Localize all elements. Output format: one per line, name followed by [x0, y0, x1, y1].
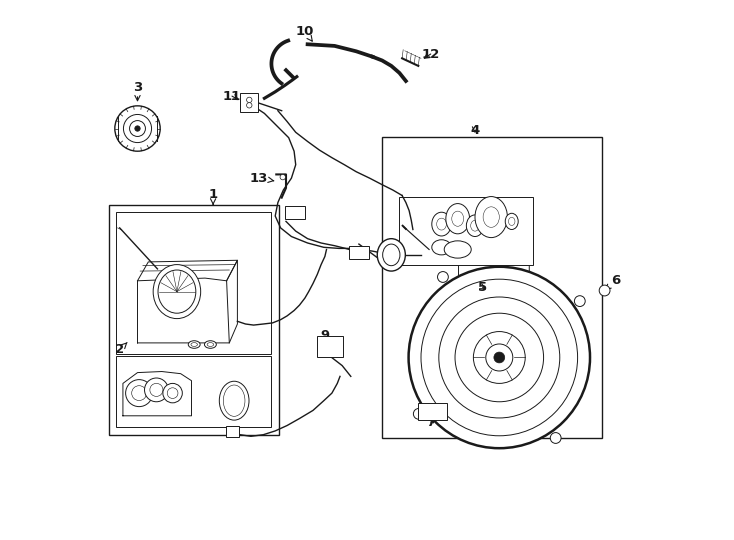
Text: 9: 9: [320, 329, 330, 345]
Circle shape: [575, 296, 585, 307]
Circle shape: [550, 433, 561, 443]
Bar: [382, 137, 603, 438]
Circle shape: [247, 103, 252, 108]
Text: 6: 6: [606, 274, 620, 290]
Circle shape: [437, 272, 448, 282]
Ellipse shape: [205, 341, 217, 348]
Ellipse shape: [219, 381, 249, 420]
Polygon shape: [123, 372, 192, 416]
Text: 1: 1: [208, 188, 218, 204]
Ellipse shape: [466, 215, 484, 237]
Bar: [116, 356, 272, 427]
Ellipse shape: [158, 270, 196, 313]
Ellipse shape: [452, 211, 464, 226]
Text: 2: 2: [115, 342, 127, 356]
Ellipse shape: [432, 240, 451, 255]
Ellipse shape: [475, 197, 507, 238]
Text: 13: 13: [250, 172, 274, 185]
FancyBboxPatch shape: [226, 426, 239, 437]
Text: 7: 7: [426, 416, 435, 429]
Text: 8: 8: [384, 243, 398, 256]
Ellipse shape: [382, 244, 400, 266]
FancyBboxPatch shape: [286, 206, 305, 219]
Ellipse shape: [207, 342, 214, 347]
FancyBboxPatch shape: [240, 93, 258, 112]
Circle shape: [280, 174, 286, 180]
FancyBboxPatch shape: [418, 403, 448, 420]
Circle shape: [145, 378, 168, 402]
Ellipse shape: [432, 212, 451, 236]
Text: 10: 10: [296, 25, 314, 41]
Ellipse shape: [191, 342, 197, 347]
Circle shape: [413, 408, 424, 419]
Text: 5: 5: [478, 281, 487, 294]
Circle shape: [247, 97, 252, 103]
FancyBboxPatch shape: [459, 258, 529, 323]
Ellipse shape: [223, 385, 245, 416]
Circle shape: [494, 352, 505, 363]
Ellipse shape: [505, 213, 518, 230]
Circle shape: [409, 267, 590, 448]
Ellipse shape: [483, 207, 499, 227]
Circle shape: [599, 285, 610, 296]
Bar: [116, 212, 272, 354]
Circle shape: [135, 126, 140, 131]
Text: 11: 11: [223, 90, 241, 103]
Text: 3: 3: [133, 81, 142, 101]
Ellipse shape: [437, 218, 446, 230]
Circle shape: [163, 383, 182, 403]
Circle shape: [131, 386, 147, 401]
Bar: [109, 205, 279, 435]
FancyBboxPatch shape: [349, 246, 369, 259]
Circle shape: [167, 388, 178, 399]
Ellipse shape: [188, 341, 200, 348]
Ellipse shape: [377, 239, 405, 271]
Ellipse shape: [446, 204, 470, 234]
Bar: [399, 197, 534, 265]
Circle shape: [150, 383, 163, 396]
Text: 12: 12: [421, 48, 440, 60]
Text: 4: 4: [470, 124, 479, 137]
Ellipse shape: [444, 241, 471, 258]
FancyBboxPatch shape: [317, 336, 344, 357]
Circle shape: [126, 380, 153, 407]
Ellipse shape: [509, 217, 515, 226]
Ellipse shape: [470, 220, 479, 231]
Ellipse shape: [153, 265, 200, 319]
